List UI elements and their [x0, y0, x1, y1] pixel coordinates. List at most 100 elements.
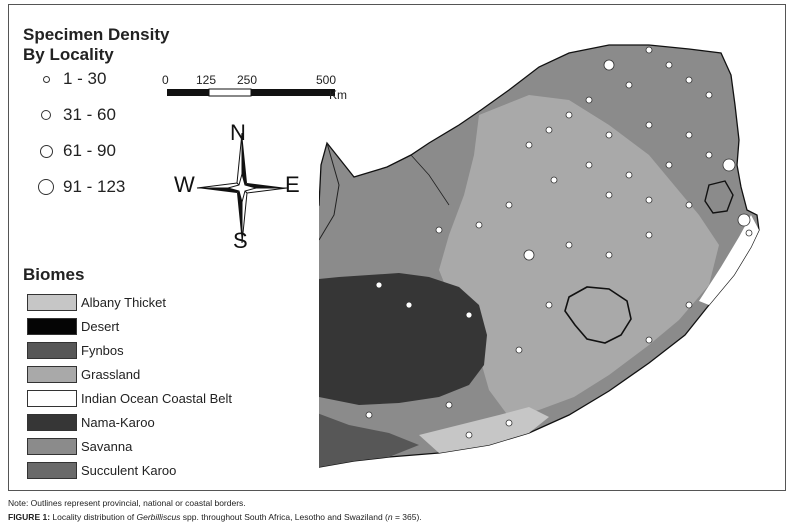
- provincial-border: [318, 142, 340, 241]
- size-class-row: 91 - 123: [29, 177, 125, 197]
- locality-point: [745, 229, 753, 237]
- size-class-row: 31 - 60: [29, 105, 116, 125]
- locality-point: [465, 311, 473, 319]
- biome-swatch: [27, 294, 77, 311]
- locality-point: [505, 419, 513, 427]
- density-legend-title-2: By Locality: [23, 45, 114, 64]
- biome-label: Desert: [81, 319, 120, 334]
- locality-point: [435, 226, 443, 234]
- compass-east-label: E: [285, 172, 300, 197]
- legend-panel: [9, 5, 319, 490]
- size-class-circle-icon: [38, 179, 54, 195]
- biome-swatch: [27, 318, 77, 335]
- locality-point: [515, 346, 523, 354]
- biome-indian-ocean-coastal-belt-area: [699, 215, 759, 305]
- locality-point: [523, 249, 535, 261]
- figure-caption-label: FIGURE 1:: [8, 512, 51, 522]
- biomes-legend-title: Biomes: [23, 265, 85, 284]
- locality-point: [605, 251, 613, 259]
- biome-legend-row: Fynbos: [27, 341, 124, 360]
- locality-point: [625, 81, 633, 89]
- size-class-label: 31 - 60: [63, 105, 116, 124]
- map-canvas: [9, 5, 760, 490]
- locality-point: [705, 151, 713, 159]
- locality-point: [365, 411, 373, 419]
- figure-caption: FIGURE 1: Locality distribution of Gerbi…: [8, 512, 422, 522]
- scale-unit: Km: [329, 88, 347, 102]
- locality-point: [685, 201, 693, 209]
- size-class-row: 1 - 30: [29, 69, 106, 89]
- locality-point: [665, 61, 673, 69]
- biome-nama-karoo-area: [264, 273, 487, 405]
- biome-legend-row: Desert: [27, 317, 119, 336]
- scale-tick-250: 250: [237, 73, 258, 87]
- biome-label: Nama-Karoo: [81, 415, 155, 430]
- country-outline-swaziland: [704, 180, 734, 214]
- biome-legend-row: Nama-Karoo: [27, 413, 155, 432]
- locality-point: [645, 196, 653, 204]
- locality-point: [565, 241, 573, 249]
- biome-swatch: [27, 438, 77, 455]
- size-class-circle-icon: [42, 75, 50, 83]
- biome-swatch: [27, 462, 77, 479]
- compass-north-label: N: [230, 120, 246, 145]
- country-outline-lesotho: [564, 286, 632, 344]
- locality-point: [525, 141, 533, 149]
- locality-point: [685, 301, 693, 309]
- biome-swatch: [27, 342, 77, 359]
- density-legend-title-1: Specimen Density: [23, 25, 170, 44]
- biome-swatch: [27, 390, 77, 407]
- biome-grassland-area: [439, 95, 719, 417]
- caption-n-symbol: n: [387, 512, 393, 522]
- scale-bar: [167, 88, 335, 97]
- biome-label: Albany Thicket: [81, 295, 167, 310]
- locality-point: [565, 111, 573, 119]
- locality-point: [465, 431, 473, 439]
- compass-rose-icon: [196, 132, 288, 244]
- compass-south-label: S: [233, 228, 248, 253]
- biome-label: Succulent Karoo: [81, 463, 177, 478]
- biome-legend-row: Albany Thicket: [27, 293, 166, 312]
- locality-point: [625, 171, 633, 179]
- size-class-row: 61 - 90: [29, 141, 116, 161]
- compass-west-label: W: [174, 172, 195, 197]
- locality-point: [605, 191, 613, 199]
- locality-point: [505, 201, 513, 209]
- size-class-circle-icon: [41, 110, 51, 120]
- locality-point: [645, 46, 653, 54]
- biome-label: Savanna: [81, 439, 133, 454]
- biome-legend-row: Savanna: [27, 437, 132, 456]
- locality-point: [722, 158, 736, 172]
- locality-point: [405, 301, 413, 309]
- locality-point: [645, 231, 653, 239]
- scale-tick-125: 125: [196, 73, 217, 87]
- caption-text: Locality distribution of: [50, 512, 137, 522]
- map-frame: Specimen Density By Locality 1 - 30 31 -…: [8, 4, 786, 491]
- locality-point: [645, 336, 653, 344]
- biome-albany-thicket-area: [419, 407, 549, 453]
- figure-note: Note: Outlines represent provincial, nat…: [8, 498, 246, 508]
- locality-point: [705, 91, 713, 99]
- locality-point: [545, 301, 553, 309]
- size-class-label: 91 - 123: [63, 177, 126, 196]
- locality-point: [685, 76, 693, 84]
- biome-swatch: [27, 366, 77, 383]
- biome-swatch: [27, 414, 77, 431]
- scale-tick-500: 500: [316, 73, 337, 87]
- provincial-border: [410, 154, 450, 206]
- caption-text: spp. throughout South Africa, Lesotho an…: [180, 512, 388, 522]
- locality-point: [585, 161, 593, 169]
- locality-point: [445, 401, 453, 409]
- size-class-label: 1 - 30: [63, 69, 107, 88]
- locality-point: [375, 281, 383, 289]
- caption-n-value: = 365).: [392, 512, 422, 522]
- biome-legend-row: Succulent Karoo: [27, 461, 176, 480]
- size-class-label: 61 - 90: [63, 141, 116, 160]
- caption-genus: Gerbilliscus: [136, 512, 181, 522]
- locality-point: [545, 126, 553, 134]
- locality-point: [685, 131, 693, 139]
- biome-legend-row: Grassland: [27, 365, 140, 384]
- biome-label: Indian Ocean Coastal Belt: [81, 391, 233, 406]
- locality-point: [737, 213, 751, 227]
- locality-point: [603, 59, 615, 71]
